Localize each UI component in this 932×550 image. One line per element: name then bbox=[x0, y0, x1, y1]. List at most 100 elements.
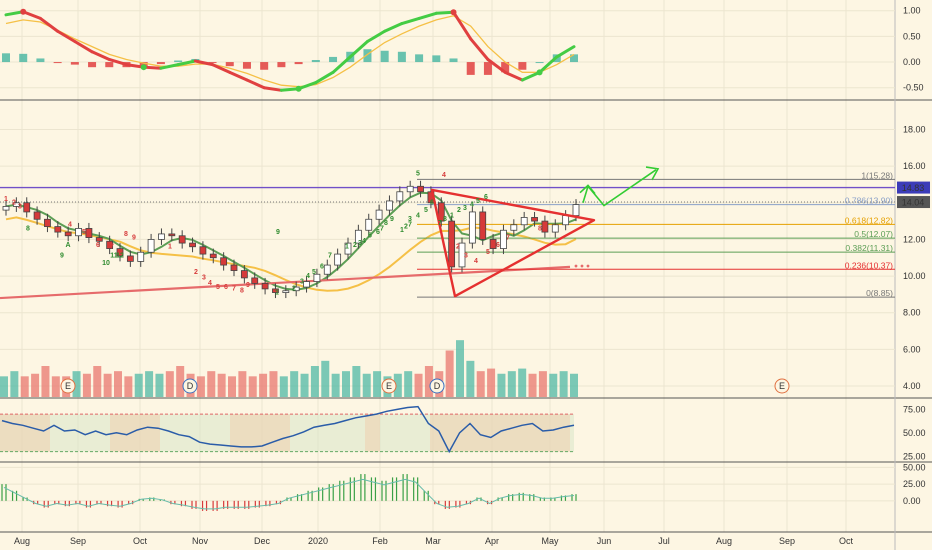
macd-line-segment bbox=[193, 59, 215, 67]
candle-body bbox=[126, 255, 134, 262]
rsi-tick-label: 75.00 bbox=[903, 404, 926, 414]
volume-bar bbox=[528, 373, 537, 397]
momentum-panel bbox=[1, 474, 577, 511]
price-tick-label: 4.00 bbox=[903, 381, 921, 391]
macd-line-segment bbox=[90, 50, 111, 61]
macd-histogram-bar bbox=[105, 62, 114, 68]
macd-line-segment bbox=[383, 22, 404, 33]
volume-bar bbox=[269, 371, 278, 397]
wave-count-red: 2 bbox=[456, 244, 460, 251]
macd-histogram-bar bbox=[174, 60, 183, 63]
earnings-marker bbox=[774, 378, 790, 394]
volume-bar bbox=[310, 366, 319, 397]
macd-histogram-bar bbox=[483, 62, 492, 75]
volume-bar bbox=[538, 371, 547, 397]
volume-bar bbox=[570, 373, 578, 397]
momentum-tick-label: 0.00 bbox=[903, 496, 921, 506]
volume-bar bbox=[497, 373, 506, 397]
volume-bar bbox=[217, 373, 226, 397]
price-tick-label: 10.00 bbox=[903, 271, 926, 281]
wave-count-red: 4 bbox=[474, 258, 478, 265]
time-axis-label: Feb bbox=[372, 536, 388, 546]
volume-bar bbox=[290, 371, 299, 397]
candle-body bbox=[520, 217, 528, 226]
dividend-marker bbox=[429, 378, 445, 394]
rsi-zone-shade bbox=[230, 414, 290, 452]
wave-count-green: 2 bbox=[353, 242, 357, 249]
price-tick-label: 18.00 bbox=[903, 124, 926, 134]
volume-bar bbox=[72, 371, 81, 397]
wave-count-red: 9 bbox=[132, 234, 136, 241]
macd-cross-dot bbox=[536, 69, 543, 76]
fib-label: 0.5(12.07) bbox=[854, 229, 893, 239]
macd-histogram-bar bbox=[139, 62, 148, 67]
candle-body bbox=[437, 202, 445, 222]
wave-count-red: 6 bbox=[496, 242, 500, 249]
macd-histogram-bar bbox=[329, 56, 338, 63]
macd-histogram-bar bbox=[277, 62, 286, 68]
wave-count-green: A bbox=[65, 242, 70, 249]
price-badge-label: 14.83 bbox=[902, 183, 925, 193]
dividend-marker-label: D bbox=[187, 381, 194, 391]
wave-count-green: 7 bbox=[438, 220, 442, 227]
time-axis-label: Sep bbox=[779, 536, 795, 546]
macd-panel bbox=[2, 8, 578, 92]
macd-histogram-bar bbox=[88, 62, 97, 68]
wave-count-green: 3 bbox=[408, 216, 412, 223]
wave-count-red: 1 bbox=[448, 236, 452, 243]
wave-count-green: 11 bbox=[110, 253, 118, 260]
wave-count-green: 3 bbox=[463, 205, 467, 212]
candle-body bbox=[406, 185, 414, 193]
wave-count-red: 8 bbox=[124, 231, 128, 238]
volume-bar bbox=[82, 373, 91, 397]
candle-body bbox=[137, 251, 145, 262]
macd-cross-dot bbox=[20, 8, 27, 15]
macd-tick-label: 0.00 bbox=[903, 57, 921, 67]
volume-bar bbox=[124, 376, 133, 397]
earnings-marker bbox=[381, 378, 397, 394]
macd-signal-line bbox=[5, 15, 575, 88]
macd-line-segment bbox=[503, 70, 524, 82]
candle-body bbox=[386, 200, 393, 211]
wave-count-red: 7 bbox=[506, 234, 510, 241]
momentum-signal-line bbox=[3, 478, 575, 510]
time-axis-label: Oct bbox=[133, 536, 148, 546]
price-tick-label: 8.00 bbox=[903, 308, 921, 318]
macd-line-segment bbox=[159, 63, 180, 70]
candle-body bbox=[168, 233, 176, 237]
fib-label: 0.236(10.37) bbox=[845, 260, 893, 270]
earnings-marker-label: E bbox=[65, 381, 71, 391]
macd-histogram-bar bbox=[19, 53, 28, 63]
wave-count-red: 9 bbox=[246, 282, 250, 289]
volume-bars bbox=[0, 340, 578, 397]
fib-label: 0.618(12.82) bbox=[845, 215, 893, 225]
candle-body bbox=[240, 270, 248, 279]
volume-bar bbox=[196, 376, 205, 397]
price-badge bbox=[897, 196, 930, 209]
macd-line-segment bbox=[38, 16, 60, 33]
macd-histogram-bar bbox=[242, 62, 251, 69]
wave-count-green: 1 bbox=[450, 212, 454, 219]
time-axis-label: Dec bbox=[254, 536, 271, 546]
macd-line-segment bbox=[417, 11, 438, 20]
wave-count-red: 8 bbox=[240, 288, 244, 295]
wave-count-green: 5 bbox=[368, 233, 372, 240]
wave-count-red: 5 bbox=[486, 249, 490, 256]
wave-count-green: 9 bbox=[390, 216, 394, 223]
volume-bar bbox=[445, 350, 454, 397]
volume-bar bbox=[176, 366, 185, 397]
earnings-marker bbox=[60, 378, 76, 394]
wave-count-green: 2 bbox=[404, 223, 408, 230]
candle-body bbox=[551, 224, 559, 233]
macd-histogram-bar bbox=[570, 54, 578, 63]
ma-projection-dot bbox=[574, 264, 578, 268]
volume-bar bbox=[103, 373, 112, 397]
volume-bar bbox=[373, 371, 382, 397]
macd-histogram-bar bbox=[208, 62, 217, 64]
fib-label: 0.382(11.31) bbox=[845, 243, 893, 253]
volume-bar bbox=[404, 371, 413, 397]
wave-count-green: 9 bbox=[276, 229, 280, 236]
rsi-tick-label: 25.00 bbox=[903, 451, 926, 461]
